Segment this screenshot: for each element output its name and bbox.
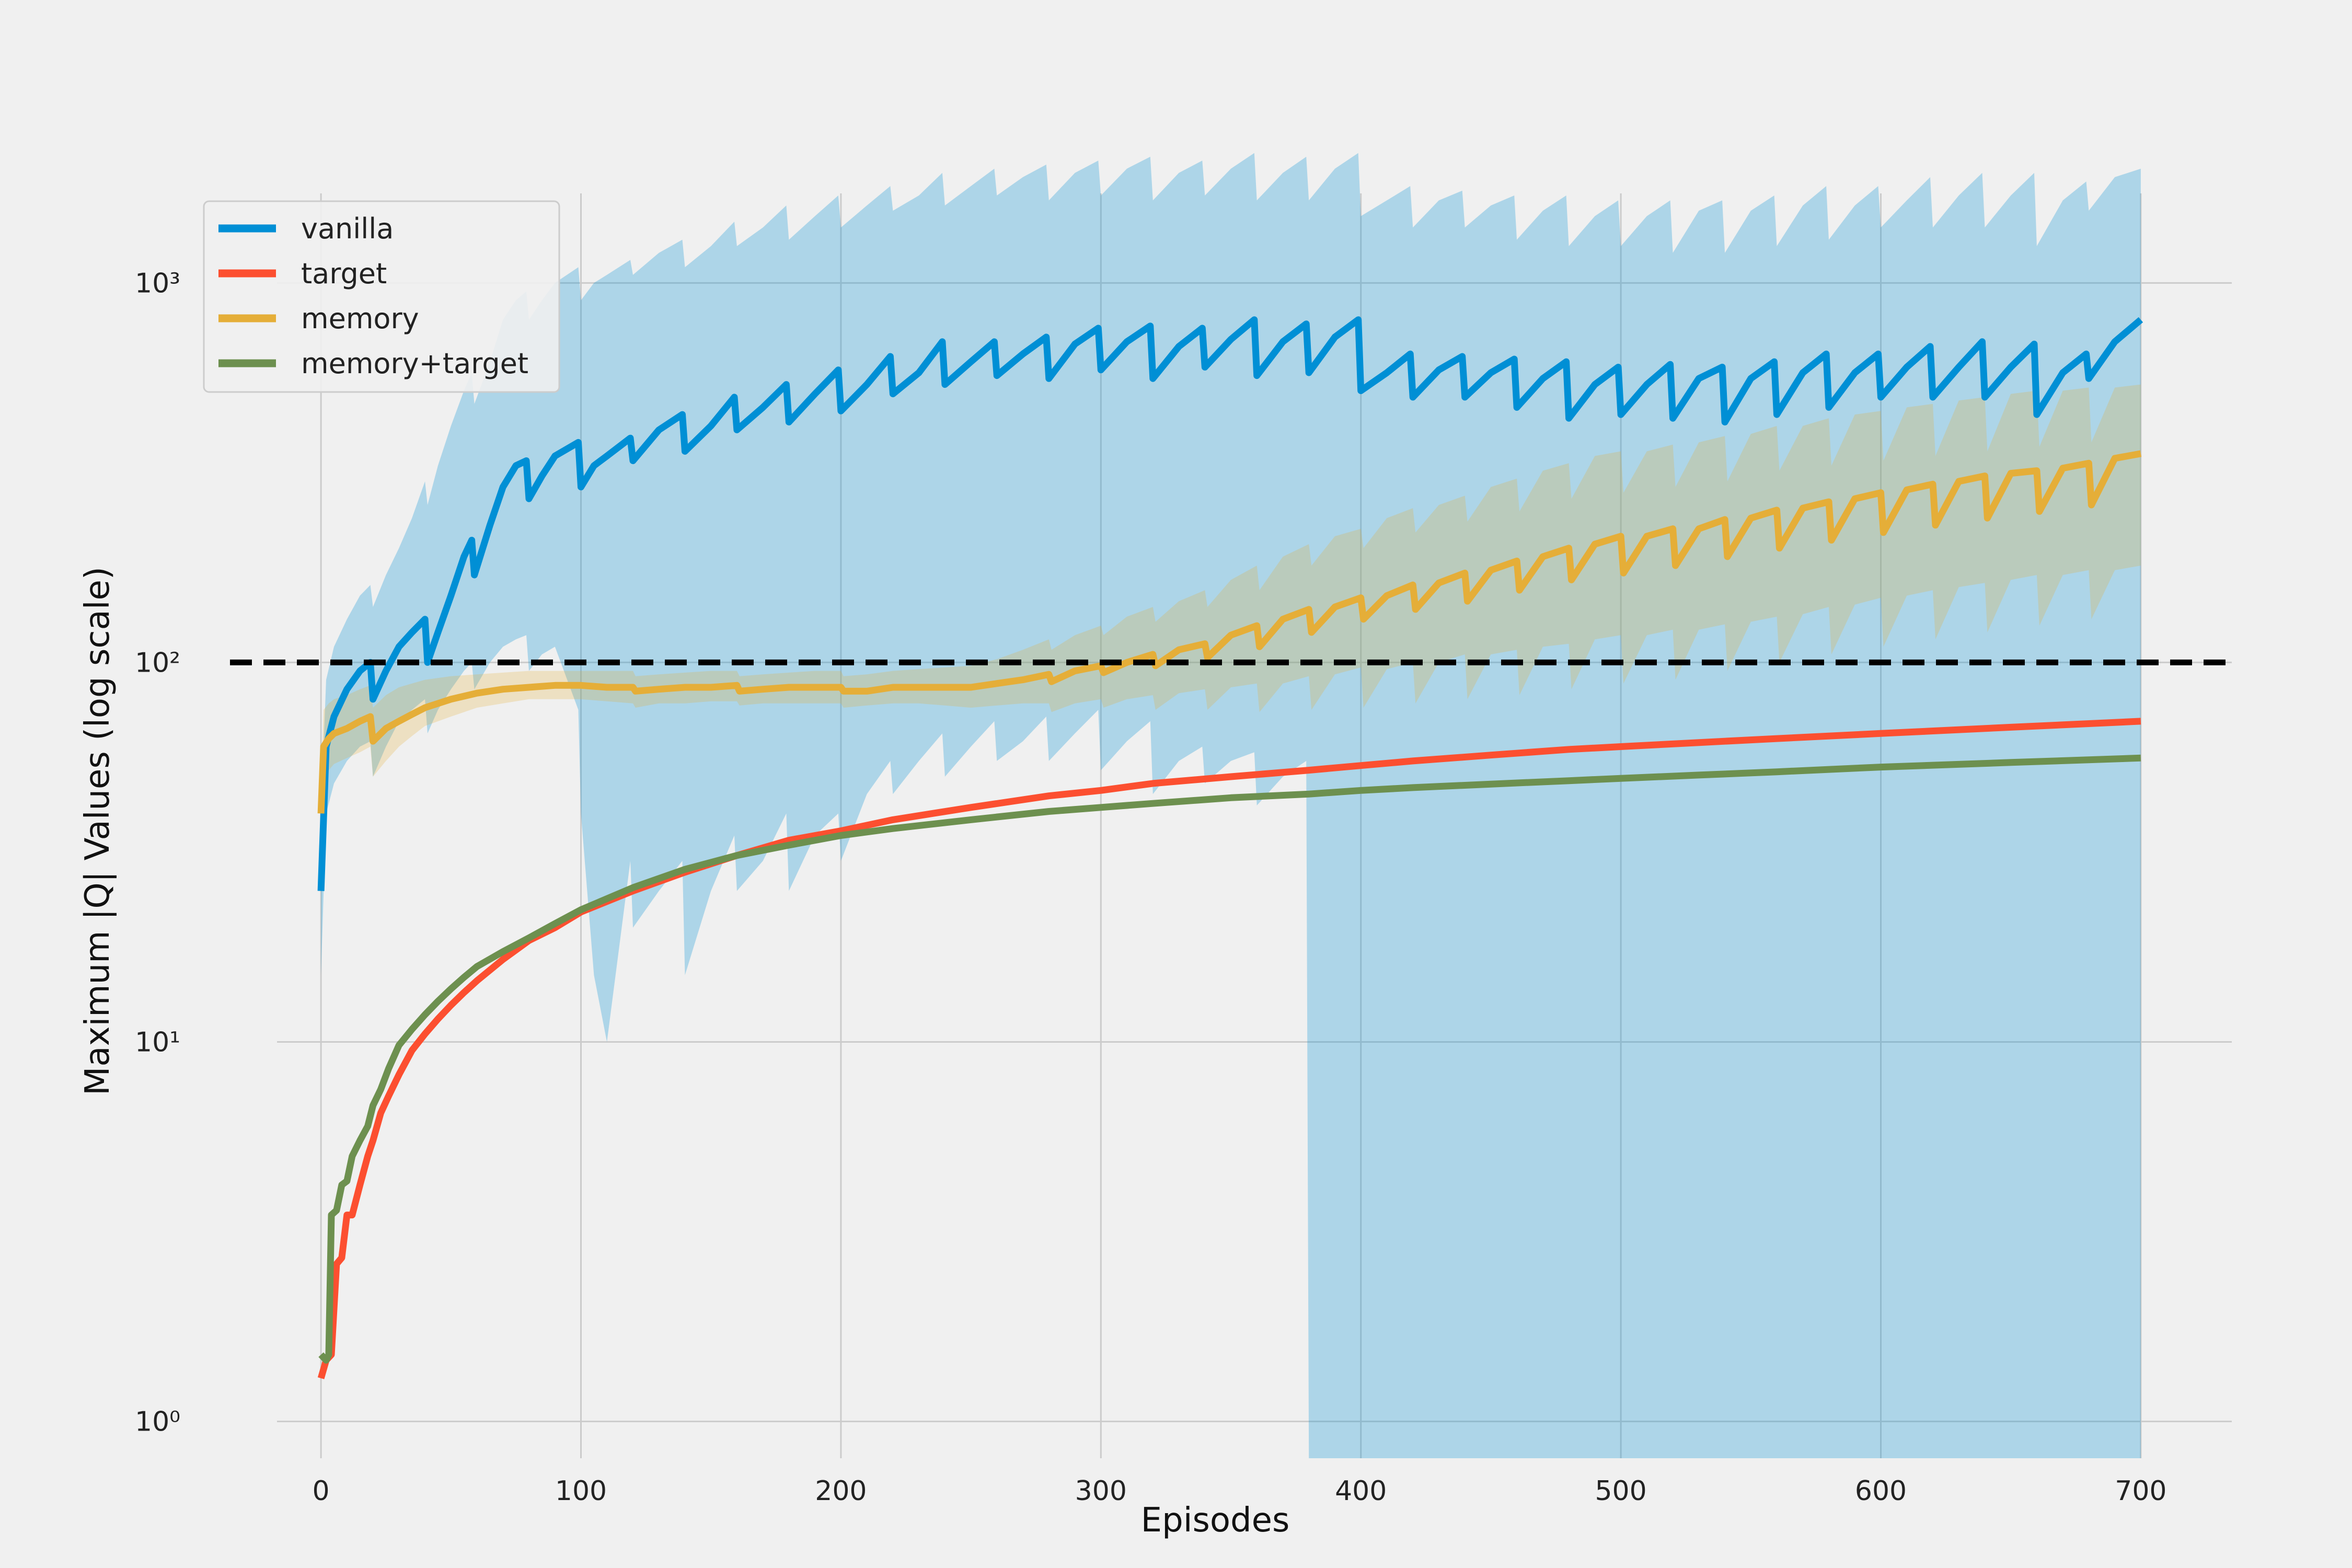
x-tick-label: 700 <box>2115 1475 2166 1507</box>
y-tick-label: 10² <box>135 647 180 678</box>
y-tick-label: 10⁰ <box>135 1406 180 1438</box>
legend-box <box>203 200 560 393</box>
line-vanilla <box>317 316 2143 891</box>
x-axis-label: Episodes <box>1141 1501 1290 1540</box>
y-tick-label: 10³ <box>135 268 180 299</box>
line-memory-target <box>318 754 2141 1364</box>
x-tick-labels: 0 100 200 300 400 500 600 700 <box>313 1475 2167 1507</box>
x-tick-label: 100 <box>555 1475 607 1507</box>
confidence-bands <box>321 153 2141 1459</box>
band-memory <box>321 384 2141 836</box>
y-axis-label: Maximum |Q| Values (log scale) <box>78 567 117 1096</box>
x-tick-label: 500 <box>1595 1475 1646 1507</box>
x-tick-label: 0 <box>313 1475 330 1507</box>
legend-label: memory <box>301 302 419 335</box>
x-tick-label: 600 <box>1855 1475 1907 1507</box>
line-memory <box>317 450 2142 814</box>
y-tick-labels: 10⁰ 10¹ 10² 10³ <box>135 268 180 1437</box>
x-tick-label: 200 <box>815 1475 867 1507</box>
band-vanilla <box>321 153 2141 1459</box>
legend: vanilla target memory memory+target <box>203 200 560 393</box>
x-tick-label: 300 <box>1075 1475 1127 1507</box>
x-tick-label: 400 <box>1335 1475 1387 1507</box>
legend-label: target <box>301 257 387 290</box>
series-lines <box>317 316 2143 1379</box>
y-tick-label: 10¹ <box>135 1027 180 1058</box>
legend-label: vanilla <box>301 212 394 245</box>
legend-label: memory+target <box>301 347 528 380</box>
